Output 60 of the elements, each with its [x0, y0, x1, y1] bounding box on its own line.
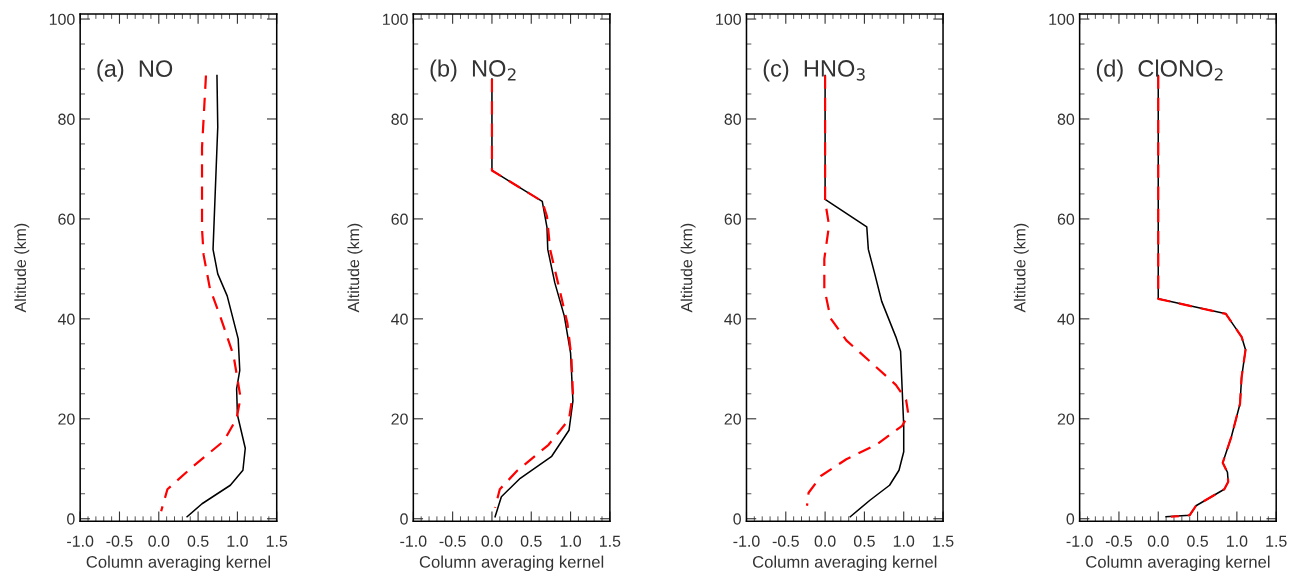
y-tick-label: 40: [1057, 313, 1075, 325]
y-tick-label: 60: [1057, 213, 1075, 225]
y-tick-label: 0: [67, 513, 75, 525]
text: (d) ClONO$_{2}$: [1096, 59, 1223, 82]
x-tick-label: -1.0: [400, 535, 427, 547]
x-axis-title: Column averaging kernel: [419, 555, 604, 572]
x-tick-label: -0.5: [1105, 535, 1133, 547]
y-axis-title: Altitude (km): [1013, 223, 1029, 313]
x-tick-label: -0.5: [439, 535, 466, 547]
x-tick-label: 1.0: [560, 535, 582, 547]
x-tick-label: 1.5: [266, 535, 288, 547]
y-tick-label: 0: [1066, 513, 1075, 525]
x-tick-label: 1.0: [227, 535, 248, 547]
y-tick-label: 80: [58, 113, 75, 125]
y-tick-label: 80: [1057, 113, 1075, 125]
y-tick-label: 20: [58, 413, 75, 425]
y-tick-label: 40: [724, 313, 741, 325]
y-tick-label: 20: [391, 413, 408, 425]
x-tick-label: 0.5: [520, 535, 542, 547]
x-axis-title: Column averaging kernel: [86, 555, 270, 572]
x-tick-label: -0.5: [772, 535, 799, 547]
y-tick-label: 40: [391, 313, 408, 325]
y-tick-label: 60: [724, 213, 741, 225]
y-tick-label: 0: [400, 513, 408, 525]
y-tick-label: 60: [391, 213, 408, 225]
x-tick-label: 1.5: [599, 535, 621, 547]
x-tick-label: 0.5: [853, 535, 875, 547]
y-tick-label: 100: [383, 13, 408, 25]
x-axis-title: Column averaging kernel: [1086, 555, 1270, 572]
y-tick-label: 60: [58, 213, 75, 225]
text: (a) NO: [97, 59, 173, 82]
y-tick-label: 20: [1057, 413, 1075, 425]
x-tick-label: 1.5: [1266, 535, 1287, 547]
y-axis-title: Altitude (km): [680, 223, 696, 313]
y-tick-label: 80: [391, 113, 408, 125]
text: (c) HNO$_{3}$: [763, 59, 865, 82]
x-tick-label: -1.0: [733, 535, 760, 547]
x-tick-label: 1.0: [1227, 535, 1248, 547]
x-tick-label: 0.0: [148, 535, 170, 547]
text: (b) NO$_{2}$: [430, 59, 516, 82]
y-tick-label: 20: [724, 413, 741, 425]
y-tick-label: 100: [49, 13, 75, 25]
x-tick-label: -1.0: [67, 535, 94, 547]
y-tick-label: 40: [57, 313, 75, 325]
x-tick-label: 0.0: [481, 535, 503, 547]
x-tick-label: -1.0: [1066, 535, 1093, 547]
y-axis-title: Altitude (km): [14, 223, 30, 313]
x-tick-label: 0.0: [1147, 535, 1169, 547]
x-tick-label: 0.5: [187, 535, 209, 547]
x-tick-label: 0.5: [1187, 535, 1208, 547]
x-tick-label: 1.5: [933, 535, 954, 547]
y-tick-label: 80: [724, 113, 741, 125]
y-tick-label: 0: [733, 513, 741, 525]
x-axis-title: Column averaging kernel: [752, 555, 937, 572]
x-tick-label: -0.5: [106, 535, 133, 547]
y-axis-title: Altitude (km): [347, 223, 363, 313]
x-tick-label: 1.0: [893, 535, 915, 547]
y-tick-label: 100: [716, 13, 741, 25]
x-tick-label: 0.0: [814, 535, 836, 547]
y-tick-label: 100: [1049, 13, 1075, 25]
